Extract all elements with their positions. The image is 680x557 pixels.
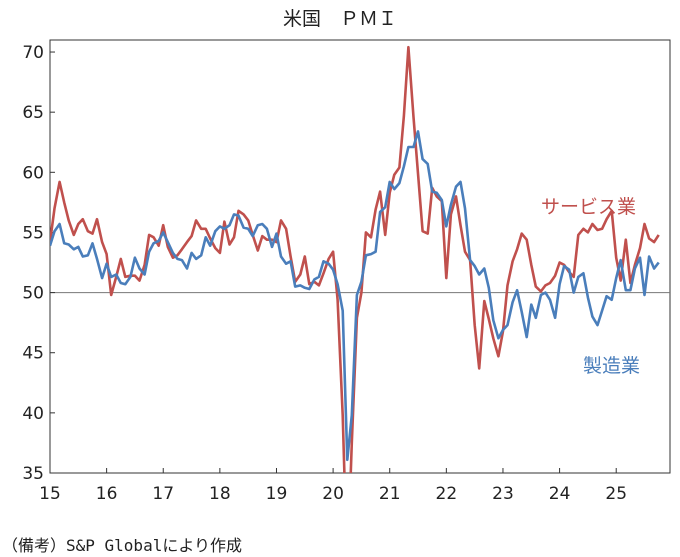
x-tick-label: 24 <box>549 484 571 504</box>
x-tick-label: 23 <box>492 484 514 504</box>
x-tick-label: 15 <box>39 484 61 504</box>
y-tick-label: 40 <box>22 404 44 424</box>
x-tick-label: 18 <box>209 484 231 504</box>
x-tick-label: 21 <box>379 484 401 504</box>
y-tick-label: 45 <box>22 344 44 364</box>
x-tick-label: 19 <box>266 484 288 504</box>
chart-title: 米国 ＰＭＩ <box>283 8 397 30</box>
y-tick-label: 35 <box>22 464 44 484</box>
series-line-services <box>50 45 660 473</box>
y-tick-label: 70 <box>22 43 44 63</box>
y-tick-label: 50 <box>22 284 44 304</box>
series-label-services: サービス業 <box>541 196 636 218</box>
x-tick-label: 25 <box>605 484 627 504</box>
x-tick-label: 17 <box>152 484 174 504</box>
x-tick-label: 16 <box>96 484 118 504</box>
series-line-manufacturing <box>50 130 660 462</box>
series-lines <box>50 45 660 473</box>
source-note: （備考）S&P Globalにより作成 <box>2 536 243 555</box>
y-tick-label: 60 <box>22 163 44 183</box>
x-tick-label: 20 <box>322 484 344 504</box>
x-tick-label: 22 <box>436 484 458 504</box>
series-label-manufacturing: 製造業 <box>583 355 640 377</box>
plot-frame <box>49 39 671 474</box>
y-tick-label: 55 <box>22 223 44 243</box>
x-axis-ticks: 15 16 17 18 19 20 21 22 23 24 25 <box>39 468 627 504</box>
y-tick-label: 65 <box>22 103 44 123</box>
y-axis-ticks: 70 65 60 55 50 45 40 35 <box>22 43 55 484</box>
